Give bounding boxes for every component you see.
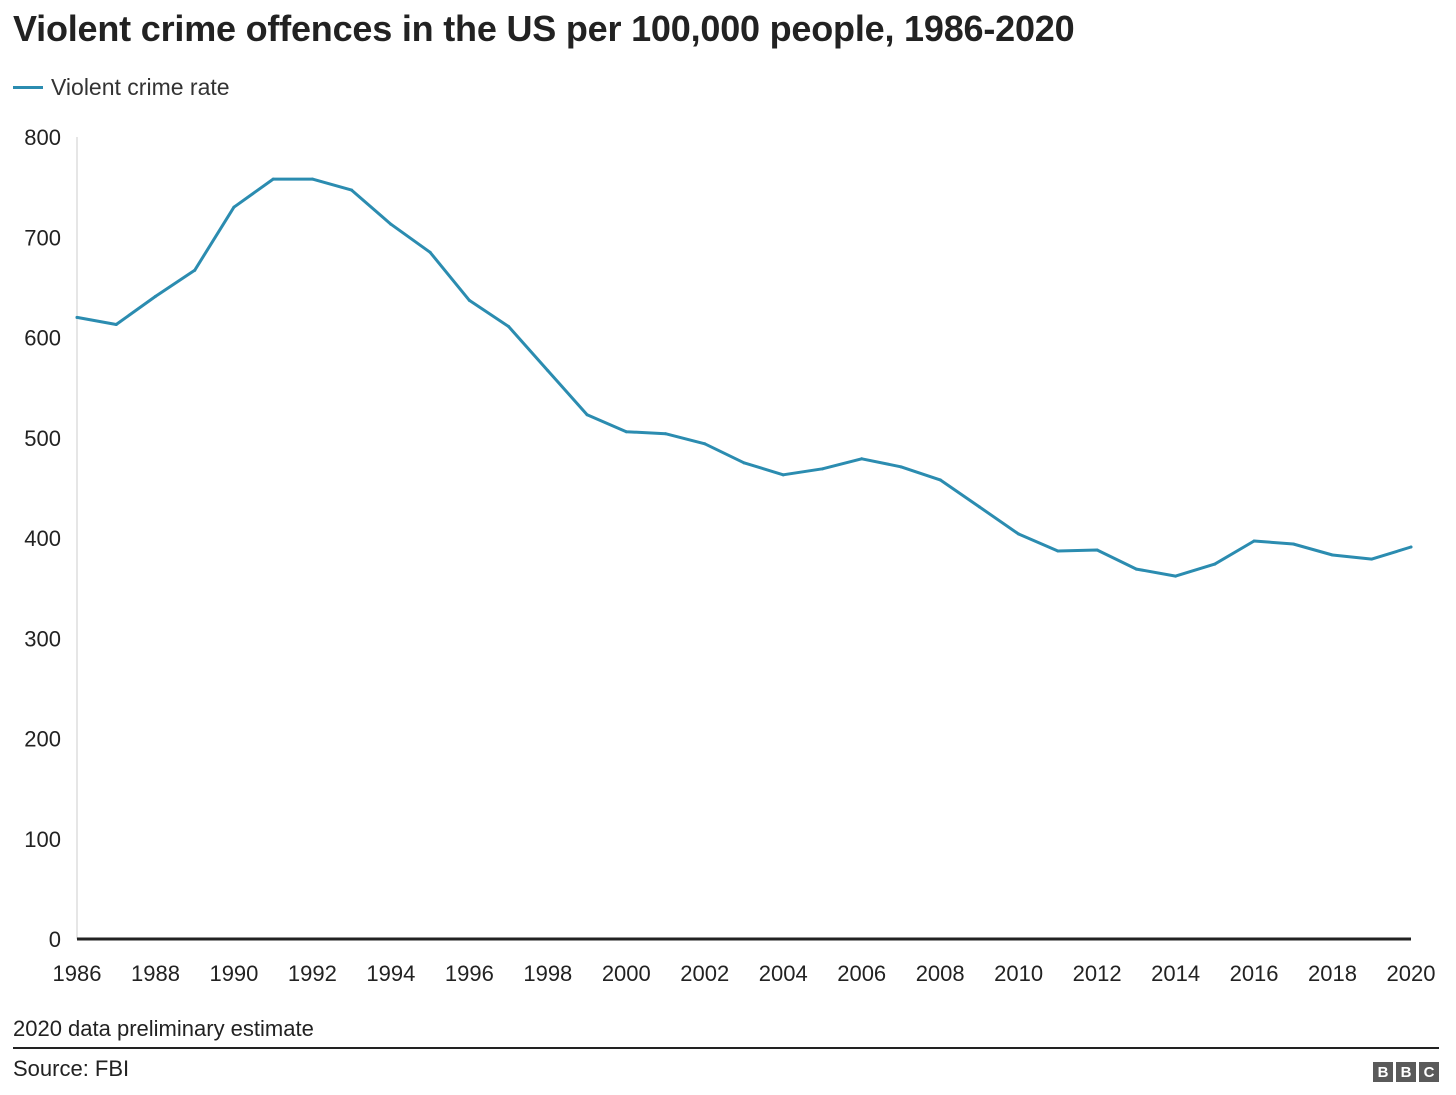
data-point [781, 473, 785, 477]
data-point [546, 369, 550, 373]
data-point [1291, 542, 1295, 546]
series-layer [75, 177, 1413, 578]
x-tick-label: 1992 [288, 961, 337, 986]
data-point [742, 461, 746, 465]
x-tick-label: 1988 [131, 961, 180, 986]
data-point [1409, 545, 1413, 549]
x-tick-label: 1986 [53, 961, 102, 986]
y-tick-label: 400 [24, 526, 61, 551]
data-point [428, 250, 432, 254]
x-tick-label: 1996 [445, 961, 494, 986]
data-point [153, 294, 157, 298]
data-point [899, 465, 903, 469]
data-point [703, 442, 707, 446]
x-tick-label: 1994 [366, 961, 415, 986]
data-point [507, 324, 511, 328]
y-tick-label: 100 [24, 827, 61, 852]
x-tick-label: 2006 [837, 961, 886, 986]
data-point [1174, 574, 1178, 578]
y-tick-label: 0 [49, 927, 61, 952]
data-point [310, 177, 314, 181]
y-tick-label: 700 [24, 225, 61, 250]
x-tick-label: 2010 [994, 961, 1043, 986]
chart-title: Violent crime offences in the US per 100… [13, 8, 1075, 49]
x-tick-label: 2012 [1073, 961, 1122, 986]
bbc-logo-letter: C [1419, 1062, 1439, 1082]
data-point [664, 432, 668, 436]
series-line [75, 177, 1413, 578]
bbc-logo-letter: B [1396, 1062, 1416, 1082]
source-credit: Source: FBI [13, 1056, 130, 1081]
y-tick-label: 300 [24, 626, 61, 651]
data-point [1017, 532, 1021, 536]
legend-label: Violent crime rate [51, 73, 230, 100]
data-point [350, 188, 354, 192]
y-tick-label: 200 [24, 727, 61, 752]
data-point [1095, 548, 1099, 552]
data-point [1213, 562, 1217, 566]
x-tick-label: 1990 [209, 961, 258, 986]
data-point [75, 315, 79, 319]
data-point [585, 413, 589, 417]
data-point [389, 222, 393, 226]
x-tick-label: 2018 [1308, 961, 1357, 986]
legend: Violent crime rate [13, 72, 230, 102]
data-point [820, 467, 824, 471]
x-tick-label: 2014 [1151, 961, 1200, 986]
data-point [1134, 567, 1138, 571]
y-axis-ticks: 0 100 200 300 400 500 600 700 800 [24, 125, 61, 952]
x-tick-label: 2008 [916, 961, 965, 986]
data-point [1370, 557, 1374, 561]
data-point [467, 298, 471, 302]
x-tick-label: 2002 [680, 961, 729, 986]
data-point [624, 430, 628, 434]
x-tick-label: 2020 [1387, 961, 1436, 986]
y-tick-label: 800 [24, 125, 61, 150]
data-point [1056, 549, 1060, 553]
x-tick-label: 2016 [1230, 961, 1279, 986]
x-axis-ticks: 1986 1988 1990 1992 1994 1996 1998 2000 2002 2004… [53, 961, 1436, 986]
y-tick-label: 500 [24, 426, 61, 451]
data-point [938, 478, 942, 482]
x-tick-label: 2000 [602, 961, 651, 986]
data-point [1331, 553, 1335, 557]
data-point [860, 457, 864, 461]
bbc-logo-letter: B [1373, 1062, 1393, 1082]
y-tick-label: 600 [24, 326, 61, 351]
x-tick-label: 2004 [759, 961, 808, 986]
footer-divider [13, 1047, 1439, 1049]
data-point [271, 177, 275, 181]
bbc-logo: B B C [1373, 1062, 1439, 1082]
x-tick-label: 1998 [523, 961, 572, 986]
data-point [977, 505, 981, 509]
chart-note: 2020 data preliminary estimate [13, 1016, 314, 1041]
legend-swatch [13, 85, 43, 89]
data-point [232, 205, 236, 209]
data-point [193, 268, 197, 272]
data-point [114, 322, 118, 326]
data-point [1252, 539, 1256, 543]
